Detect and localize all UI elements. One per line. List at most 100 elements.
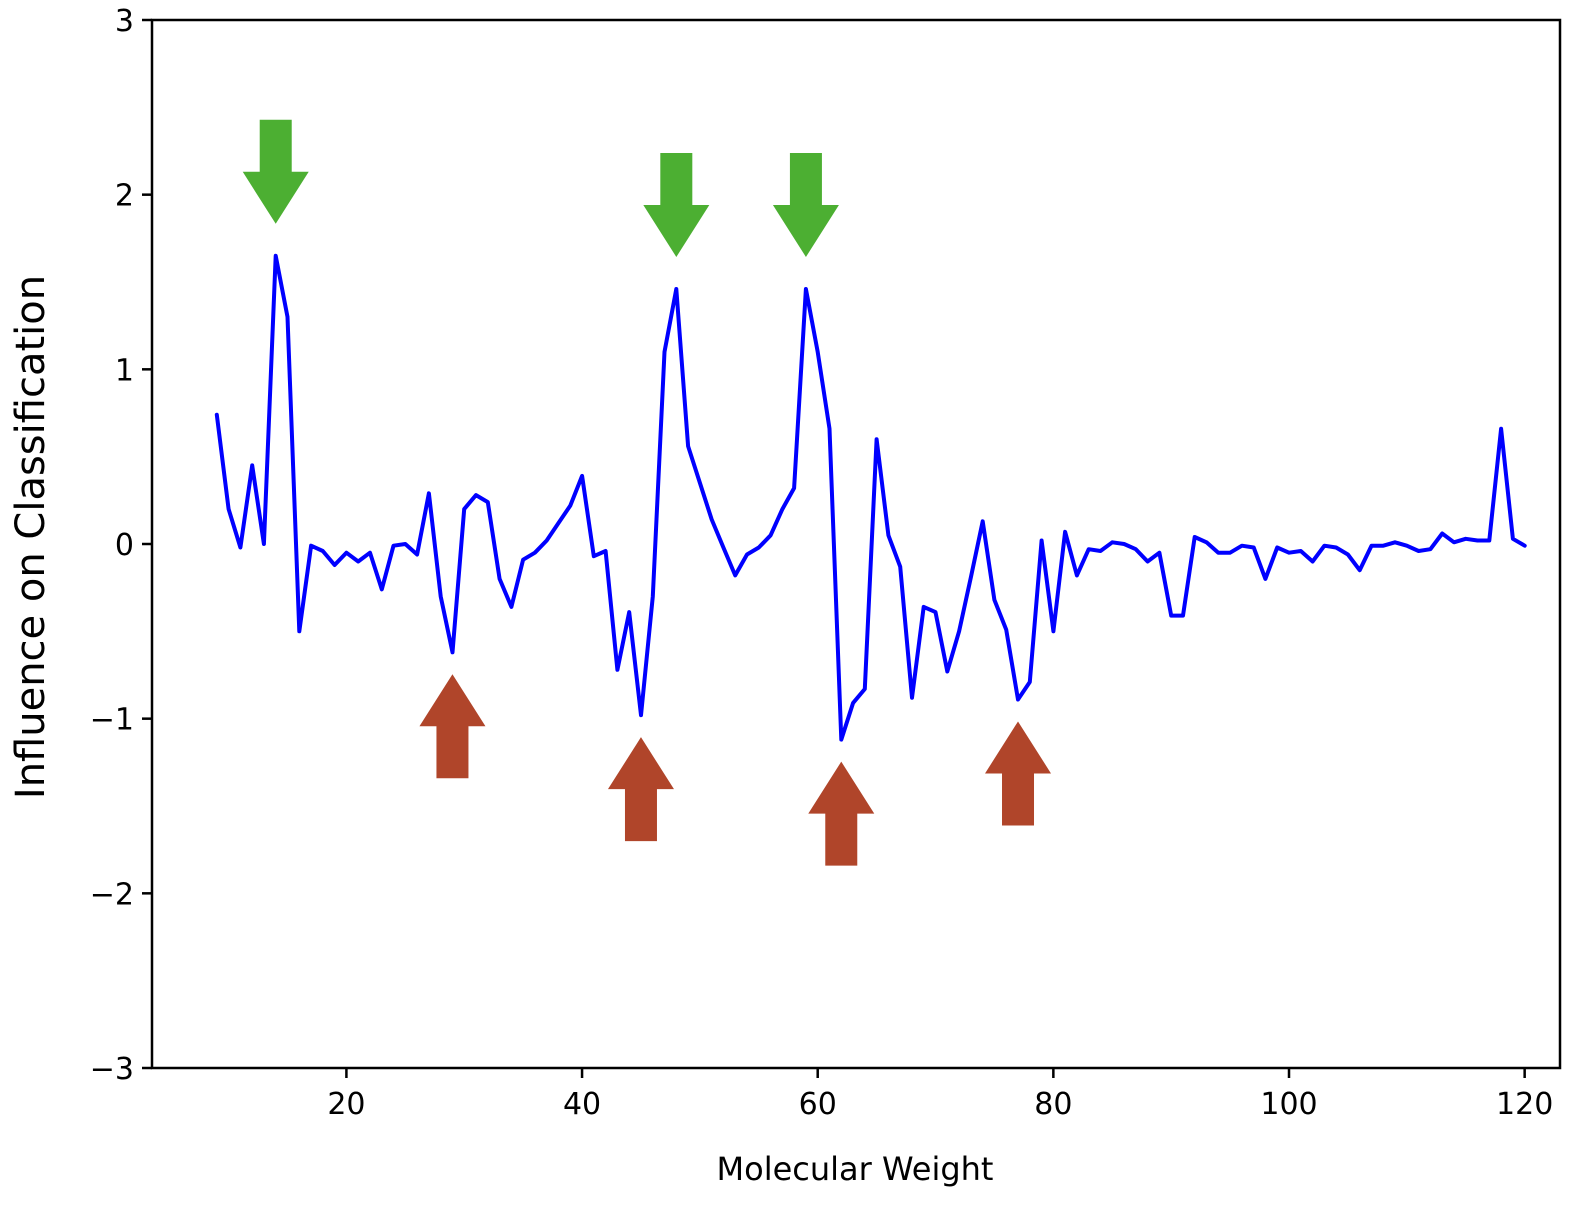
x-tick-label: 20 [327,1087,365,1122]
data-point [1511,537,1515,541]
data-point [1181,614,1185,618]
data-point [1016,697,1020,701]
data-point [344,551,348,555]
data-point [1110,540,1114,544]
data-point [1464,537,1468,541]
data-point [1523,544,1527,548]
data-point [721,545,725,549]
x-tick-label: 80 [1034,1087,1072,1122]
data-point [1098,549,1102,553]
data-point [639,713,643,717]
data-point [1393,540,1397,544]
data-point [886,533,890,537]
data-point [945,670,949,674]
data-point [922,605,926,609]
data-point [769,533,773,537]
data-point [1440,532,1444,536]
y-tick-label: −1 [90,703,134,738]
data-point [1205,540,1209,544]
data-point [309,544,313,548]
data-point [698,481,702,485]
data-point [1040,539,1044,543]
plot-area [214,253,1527,742]
up-arrow-marker [607,737,674,842]
data-point [356,559,360,563]
data-point [509,605,513,609]
up-arrow-marker [808,761,875,866]
data-point [651,594,655,598]
data-point [1252,545,1256,549]
data-point [804,287,808,291]
data-point [427,491,431,495]
data-point [615,668,619,672]
data-point [1157,551,1161,555]
x-tick-label: 40 [563,1087,601,1122]
x-axis-label: Molecular Weight [717,1150,994,1188]
data-point [1369,544,1373,548]
data-point [1087,547,1091,551]
data-point [1287,551,1291,555]
data-point [1346,552,1350,556]
data-point [592,554,596,558]
down-arrow-marker [242,119,309,224]
data-point [1299,549,1303,553]
data-point [757,545,761,549]
data-points [215,254,1527,742]
data-point [1193,535,1197,539]
data-point [392,544,396,548]
data-point [1487,539,1491,543]
data-point [898,565,902,569]
data-point [1358,568,1362,572]
down-arrow-marker [772,152,839,257]
data-point [1417,549,1421,553]
data-point [1334,545,1338,549]
data-point [1228,551,1232,555]
data-point [462,507,466,511]
data-point [1405,544,1409,548]
data-point [733,573,737,577]
data-point [910,696,914,700]
data-point [1311,559,1315,563]
data-point [580,474,584,478]
data-point [403,542,407,546]
data-point [238,545,242,549]
data-point [1428,547,1432,551]
data-point [875,437,879,441]
data-point [1499,427,1503,431]
data-point [1122,542,1126,546]
y-tick-label: 2 [115,179,134,214]
data-point [710,518,714,522]
data-point [1216,551,1220,555]
data-point [686,444,690,448]
data-point [1381,544,1385,548]
data-point [415,552,419,556]
up-arrow-marker [419,674,486,779]
data-point [533,551,537,555]
data-point [674,287,678,291]
data-point [851,701,855,705]
data-point [627,610,631,614]
x-tick-label: 100 [1260,1087,1317,1122]
down-arrow-marker [643,152,710,257]
y-tick-label: 1 [115,353,134,388]
data-point [863,687,867,691]
data-point [1476,539,1480,543]
data-point [604,549,608,553]
data-point [1134,547,1138,551]
data-point [934,610,938,614]
y-tick-label: −3 [90,1052,134,1087]
data-point [1240,544,1244,548]
data-point [439,594,443,598]
data-point [568,504,572,508]
data-point [1063,530,1067,534]
y-tick-label: −2 [90,877,134,912]
x-tick-label: 60 [799,1087,837,1122]
y-axis-label: Influence on Classification [8,275,54,799]
data-point [1051,629,1055,633]
data-point [227,507,231,511]
data-point [250,463,254,467]
data-point [1075,573,1079,577]
data-point [486,500,490,504]
x-axis-ticks: 20 40 60 80 100 120 [327,1068,1553,1122]
